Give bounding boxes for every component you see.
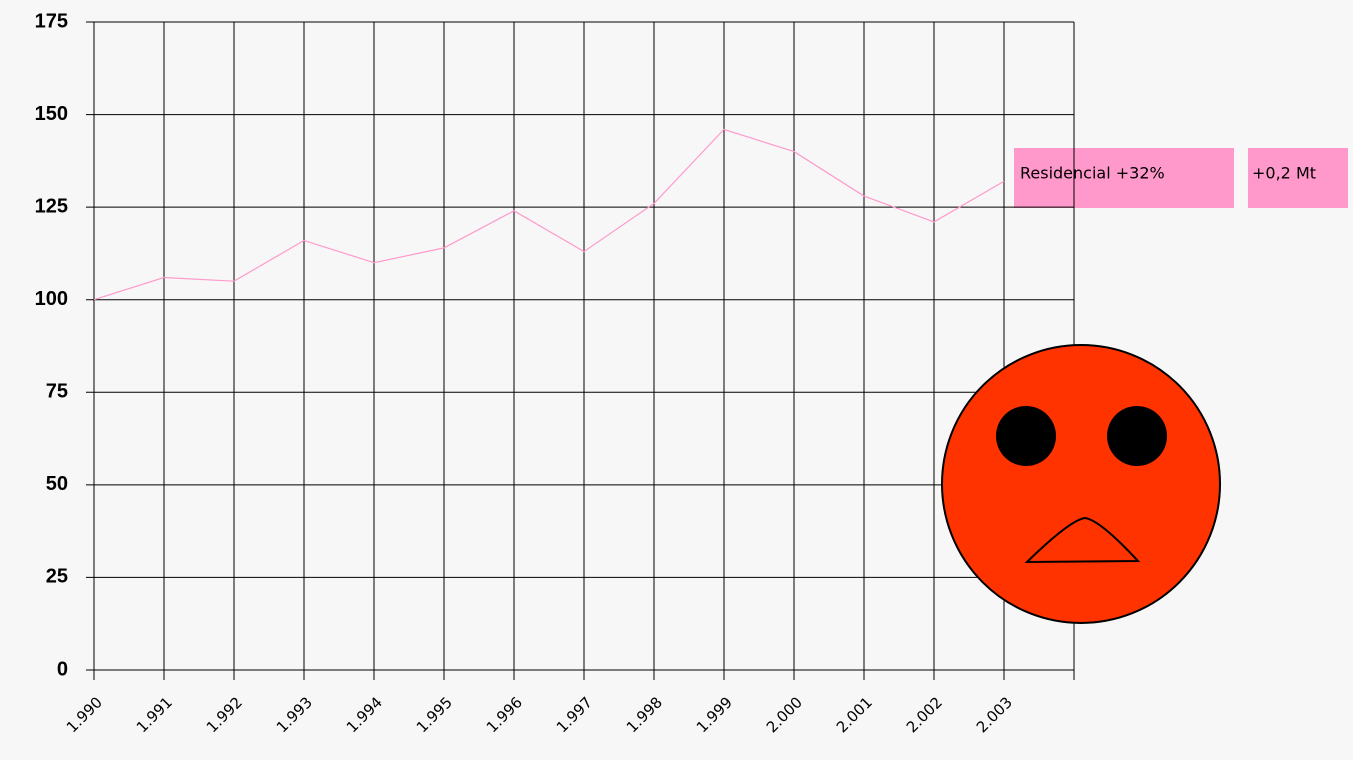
y-tick-label: 50 bbox=[46, 473, 68, 495]
x-tick-label: 2.001 bbox=[833, 693, 876, 736]
y-tick-label: 0 bbox=[57, 658, 68, 680]
x-tick-label: 1.991 bbox=[133, 693, 176, 736]
annotation: +0,2 Mt bbox=[1252, 164, 1316, 183]
x-tick-label: 1.996 bbox=[483, 693, 526, 736]
face bbox=[942, 345, 1220, 623]
annotation: Residencial +32% bbox=[1020, 164, 1165, 183]
annotation-box: Residencial +32% +0,2 Mt bbox=[1014, 148, 1348, 208]
eye bbox=[996, 406, 1056, 466]
x-tick-label: 1.994 bbox=[343, 693, 386, 736]
x-tick-label: 1.995 bbox=[413, 693, 456, 736]
x-tick-label: 2.000 bbox=[763, 693, 806, 736]
chart: Residencial +32% +0,2 Mt 0 25 50 75 100 125 15… bbox=[0, 0, 1353, 760]
y-tick-label: 125 bbox=[35, 195, 68, 217]
plot: 0 25 50 75 100 125 150 175 1.990 1.991 1.992 1.993 1… bbox=[35, 10, 1074, 736]
x-tick-label: 1.997 bbox=[553, 693, 596, 736]
y-tick-label: 175 bbox=[35, 10, 68, 32]
x-tick-label: 1.998 bbox=[623, 693, 666, 736]
x-tick-label: 2.003 bbox=[973, 693, 1016, 736]
x-tick-label: 1.990 bbox=[63, 693, 106, 736]
y-tick-label: 75 bbox=[46, 381, 68, 403]
y-tick-label: 100 bbox=[35, 288, 68, 310]
y-tick-label: 150 bbox=[35, 103, 68, 125]
x-tick-label: 1.992 bbox=[203, 693, 246, 736]
y-tick-label: 25 bbox=[46, 566, 68, 588]
x-tick-label: 1.999 bbox=[693, 693, 736, 736]
sad-face bbox=[942, 345, 1220, 623]
eye bbox=[1107, 406, 1167, 466]
data-line bbox=[94, 129, 1004, 299]
x-tick-label: 2.002 bbox=[903, 693, 946, 736]
x-tick-label: 1.993 bbox=[273, 693, 316, 736]
